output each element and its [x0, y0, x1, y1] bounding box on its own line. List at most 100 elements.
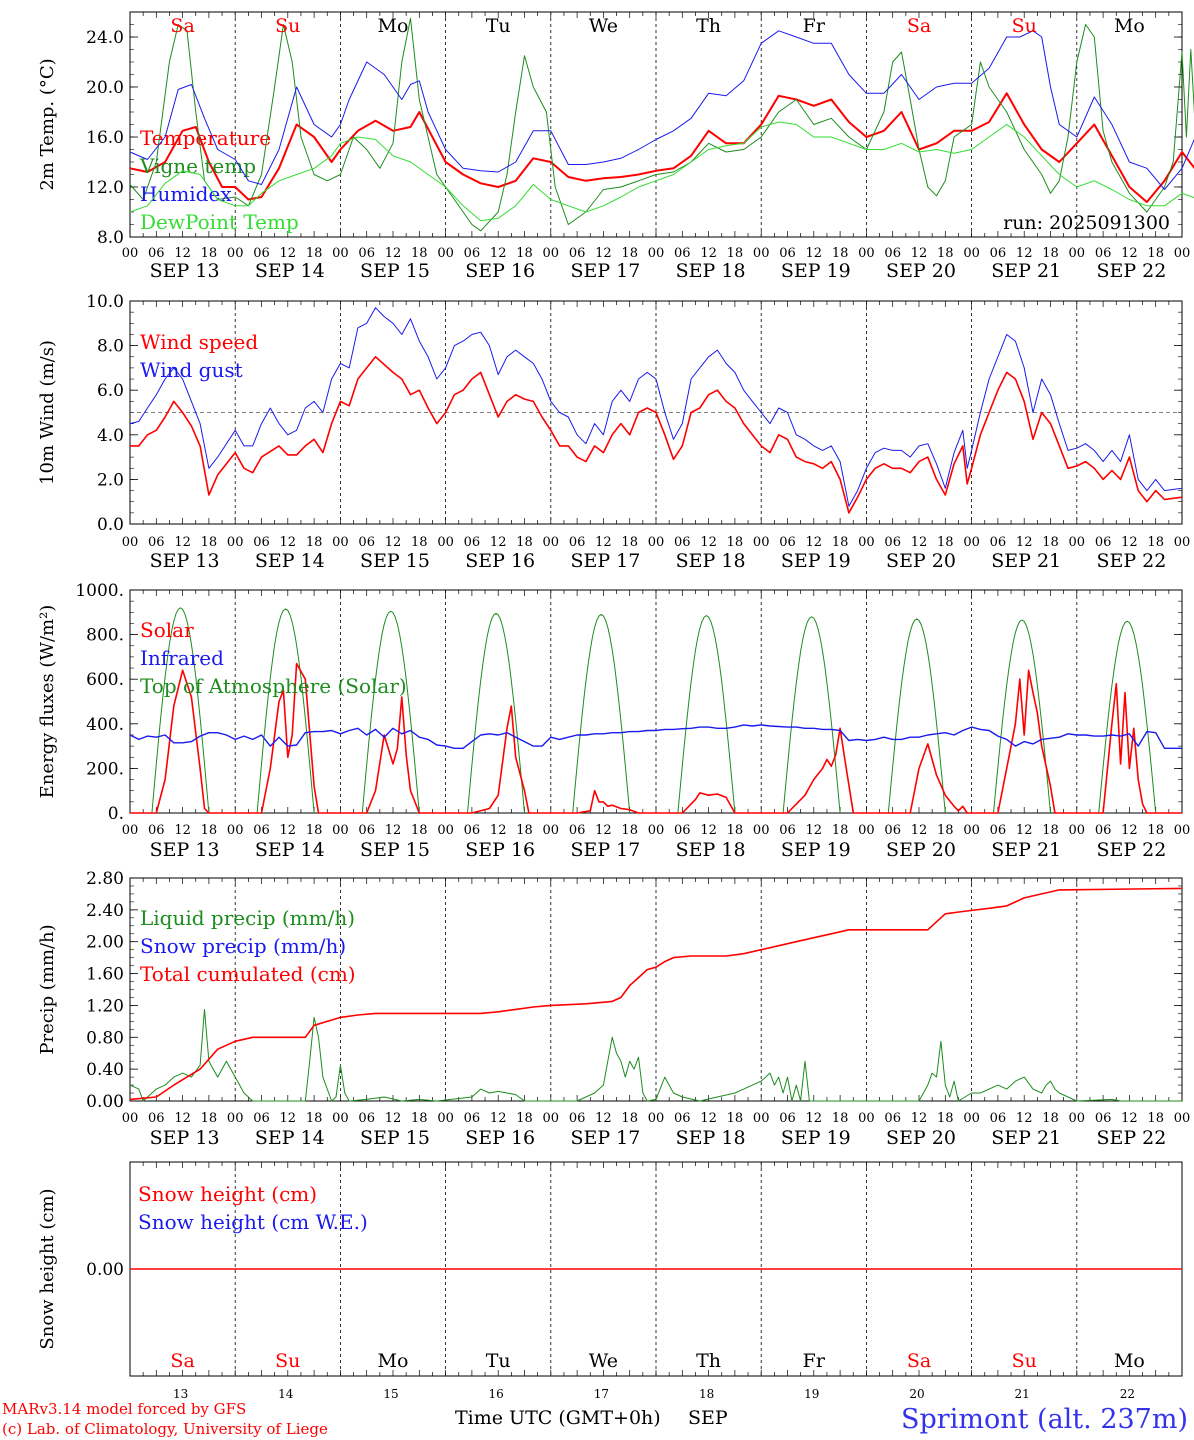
temperature-y-axis-label: 2m Temp. (°C)	[37, 58, 58, 190]
temperature-series-1-line	[129, 17, 1194, 232]
energy-hour-label: 00	[1069, 823, 1086, 838]
temperature-date-label: SEP 14	[255, 260, 325, 282]
temperature-series-3-line	[129, 121, 1194, 222]
precip-hour-label: 12	[1016, 1111, 1033, 1126]
run-label: run: 2025091300	[1003, 212, 1170, 234]
snow-day-abbr: Sa	[907, 1350, 931, 1372]
wind-date-label: SEP 14	[255, 550, 325, 572]
precip-hour-label: 12	[806, 1111, 823, 1126]
energy-date-label: SEP 20	[886, 839, 956, 861]
temperature-date-label: SEP 19	[781, 260, 851, 282]
wind-hour-label: 18	[411, 535, 428, 550]
precip-hour-label: 18	[621, 1111, 638, 1126]
energy-hour-label: 00	[332, 823, 349, 838]
energy-hour-label: 18	[621, 823, 638, 838]
energy-hour-label: 06	[884, 823, 901, 838]
temperature-hour-label: 18	[937, 246, 954, 261]
temperature-hour-label: 00	[543, 246, 560, 261]
wind-hour-label: 12	[1016, 535, 1033, 550]
energy-date-label: SEP 16	[465, 839, 535, 861]
temperature-hour-label: 12	[700, 246, 717, 261]
energy-y-tick-label: 200.	[86, 759, 124, 779]
day-number-label: 21	[1015, 1387, 1030, 1401]
energy-hour-label: 12	[1016, 823, 1033, 838]
wind-hour-label: 12	[280, 535, 297, 550]
temperature-hour-label: 18	[411, 246, 428, 261]
x-axis-month: SEP	[688, 1407, 728, 1429]
precip-hour-label: 18	[727, 1111, 744, 1126]
wind-date-label: SEP 17	[570, 550, 640, 572]
energy-hour-label: 06	[990, 823, 1007, 838]
energy-hour-label: 06	[569, 823, 586, 838]
wind-hour-label: 06	[990, 535, 1007, 550]
temperature-hour-label: 18	[727, 246, 744, 261]
wind-hour-label: 18	[832, 535, 849, 550]
temperature-legend-entry: DewPoint Temp	[140, 210, 299, 234]
wind-date-label: SEP 15	[360, 550, 430, 572]
temperature-hour-label: 06	[569, 246, 586, 261]
wind-y-tick-label: 0.0	[97, 515, 124, 535]
energy-hour-label-final: 00	[1174, 823, 1191, 838]
precip-hour-label: 00	[963, 1111, 980, 1126]
precip-y-tick-label: 0.40	[86, 1060, 124, 1080]
wind-date-label: SEP 19	[781, 550, 851, 572]
energy-y-tick-label: 1000.	[75, 581, 124, 601]
temperature-hour-label: 06	[884, 246, 901, 261]
precip-hour-label: 06	[358, 1111, 375, 1126]
temperature-hour-label: 00	[963, 246, 980, 261]
energy-date-label: SEP 17	[570, 839, 640, 861]
snow-y-axis-label: Snow height (cm)	[37, 1188, 58, 1349]
precip-hour-label: 18	[201, 1111, 218, 1126]
precip-hour-label: 18	[516, 1111, 533, 1126]
energy-hour-label: 18	[937, 823, 954, 838]
energy-date-label: SEP 19	[781, 839, 851, 861]
energy-y-tick-label: 0.	[108, 804, 124, 824]
temperature-hour-label: 00	[122, 246, 139, 261]
wind-hour-label: 00	[1069, 535, 1086, 550]
energy-hour-label: 12	[1121, 823, 1138, 838]
energy-hour-label: 18	[411, 823, 428, 838]
temperature-day-abbr: Sa	[907, 15, 931, 37]
wind-hour-label: 00	[332, 535, 349, 550]
wind-hour-label: 12	[385, 535, 402, 550]
wind-hour-label: 06	[253, 535, 270, 550]
wind-hour-label: 00	[963, 535, 980, 550]
day-number-label: 19	[804, 1387, 819, 1401]
precip-hour-label: 18	[411, 1111, 428, 1126]
energy-hour-label: 06	[148, 823, 165, 838]
temperature-y-tick-label: 8.0	[97, 228, 124, 248]
wind-hour-label: 00	[437, 535, 454, 550]
temperature-date-label: SEP 17	[570, 260, 640, 282]
precip-hour-label: 12	[595, 1111, 612, 1126]
temperature-hour-label: 18	[1042, 246, 1059, 261]
precip-series-0-line	[129, 1008, 1182, 1102]
temperature-legend-entry: Humidex	[140, 182, 232, 206]
wind-date-label: SEP 21	[991, 550, 1061, 572]
precip-series-2-line	[129, 887, 1183, 1101]
temperature-hour-label: 18	[306, 246, 323, 261]
temperature-hour-label: 00	[753, 246, 770, 261]
energy-hour-label: 00	[648, 823, 665, 838]
temperature-hour-label: 12	[280, 246, 297, 261]
wind-y-tick-label: 2.0	[97, 470, 124, 490]
snow-day-abbr: Th	[696, 1350, 721, 1372]
energy-date-label: SEP 13	[150, 839, 220, 861]
precip-hour-label: 06	[674, 1111, 691, 1126]
precip-date-label: SEP 18	[676, 1127, 746, 1149]
energy-hour-label: 12	[280, 823, 297, 838]
precip-hour-label: 06	[253, 1111, 270, 1126]
wind-y-tick-label: 6.0	[97, 381, 124, 401]
temperature-y-tick-label: 16.0	[86, 128, 124, 148]
energy-hour-label: 18	[201, 823, 218, 838]
precip-y-tick-label: 2.00	[86, 933, 124, 953]
wind-y-tick-label: 8.0	[97, 337, 124, 357]
temperature-hour-label: 18	[201, 246, 218, 261]
snow-day-abbr: Mo	[378, 1350, 409, 1372]
temperature-day-abbr: Sa	[170, 15, 194, 37]
temperature-date-label: SEP 16	[465, 260, 535, 282]
energy-hour-label: 00	[963, 823, 980, 838]
temperature-hour-label: 18	[832, 246, 849, 261]
energy-hour-label: 00	[227, 823, 244, 838]
precip-hour-label: 12	[1121, 1111, 1138, 1126]
energy-series-1-line	[129, 724, 1182, 749]
